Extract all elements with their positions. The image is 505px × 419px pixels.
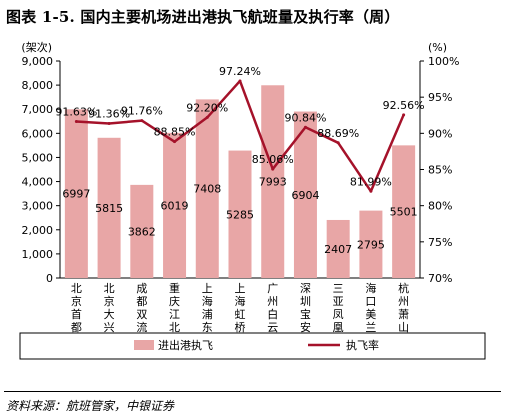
bar bbox=[163, 132, 187, 278]
rate-value-label: 97.24% bbox=[219, 65, 261, 78]
bar-value-label: 2407 bbox=[324, 243, 352, 256]
rate-value-label: 92.56% bbox=[383, 99, 425, 112]
bar bbox=[392, 145, 416, 278]
bar bbox=[130, 184, 154, 278]
x-tick-label: 杭州萧山 bbox=[398, 281, 409, 334]
bar bbox=[293, 111, 317, 278]
right-tick-label: 70% bbox=[428, 272, 452, 285]
rate-value-label: 88.85% bbox=[154, 126, 196, 139]
right-tick-label: 90% bbox=[428, 127, 452, 140]
bar-value-label: 7993 bbox=[259, 176, 287, 189]
left-tick-label: 3,000 bbox=[22, 200, 54, 213]
right-axis-label: (%) bbox=[428, 41, 447, 54]
source-divider bbox=[4, 391, 501, 392]
bar bbox=[97, 137, 121, 278]
rate-point bbox=[336, 141, 340, 145]
bar-value-label: 2795 bbox=[357, 238, 385, 251]
rate-value-label: 81.99% bbox=[350, 175, 392, 188]
rate-value-label: 91.76% bbox=[121, 105, 163, 118]
rate-point bbox=[303, 125, 307, 129]
left-tick-label: 6,000 bbox=[22, 127, 54, 140]
right-tick-label: 75% bbox=[428, 236, 452, 249]
legend-box bbox=[19, 332, 486, 360]
rate-value-label: 92.20% bbox=[186, 101, 228, 114]
legend-line-label: 执飞率 bbox=[346, 338, 379, 352]
rate-value-label: 88.69% bbox=[317, 127, 359, 140]
left-tick-label: 5,000 bbox=[22, 151, 54, 164]
rate-point bbox=[205, 115, 209, 119]
left-tick-label: 2,000 bbox=[22, 224, 54, 237]
left-tick-label: 8,000 bbox=[22, 79, 54, 92]
legend-bar-label: 进出港执飞 bbox=[158, 338, 213, 352]
x-tick-label: 北京首都 bbox=[71, 282, 82, 334]
x-tick-label: 北京大兴 bbox=[104, 282, 115, 334]
x-tick-label: 三亚凤凰 bbox=[333, 282, 344, 334]
bar-value-label: 7408 bbox=[193, 183, 221, 196]
rate-point bbox=[173, 140, 177, 144]
rate-value-label: 91.63% bbox=[55, 106, 97, 119]
bar-value-label: 6997 bbox=[62, 188, 90, 201]
bar bbox=[228, 150, 252, 278]
rate-point bbox=[402, 113, 406, 117]
x-tick-label: 广州白云 bbox=[267, 282, 278, 334]
bar bbox=[261, 85, 285, 278]
left-tick-label: 7,000 bbox=[22, 103, 54, 116]
bar-value-label: 5501 bbox=[390, 206, 418, 219]
bar bbox=[326, 219, 350, 278]
rate-value-label: 90.84% bbox=[284, 111, 326, 124]
x-tick-label: 深圳宝安 bbox=[300, 282, 311, 334]
bar-value-label: 3862 bbox=[128, 225, 156, 238]
right-tick-label: 80% bbox=[428, 200, 452, 213]
rate-point bbox=[271, 167, 275, 171]
left-tick-label: 0 bbox=[46, 272, 53, 285]
bar-value-label: 5815 bbox=[95, 202, 123, 215]
right-tick-label: 95% bbox=[428, 91, 452, 104]
left-tick-label: 4,000 bbox=[22, 176, 54, 189]
rate-point bbox=[74, 120, 78, 124]
right-tick-label: 100% bbox=[428, 55, 459, 68]
bar-value-label: 5285 bbox=[226, 208, 254, 221]
left-tick-label: 9,000 bbox=[22, 55, 54, 68]
x-tick-label: 重庆江北 bbox=[169, 281, 180, 334]
legend-bar-swatch bbox=[134, 340, 154, 350]
bar bbox=[64, 109, 88, 278]
rate-point bbox=[107, 121, 111, 125]
x-tick-label: 上海虹桥 bbox=[235, 282, 246, 334]
bar-value-label: 6019 bbox=[161, 199, 189, 212]
left-axis-label: (架次) bbox=[21, 40, 52, 54]
left-tick-label: 1,000 bbox=[22, 248, 54, 261]
rate-value-label: 91.36% bbox=[88, 107, 130, 120]
rate-point bbox=[238, 79, 242, 83]
bar bbox=[195, 99, 219, 278]
right-tick-label: 85% bbox=[428, 164, 452, 177]
rate-point bbox=[140, 119, 144, 123]
x-tick-label: 海口美兰 bbox=[365, 281, 376, 334]
chart-title: 图表 1-5. 国内主要机场进出港执飞航班量及执行率（周） bbox=[6, 8, 400, 26]
source-note: 资料来源：航班管家，中银证券 bbox=[6, 399, 175, 413]
x-tick-label: 成都双流 bbox=[136, 282, 147, 334]
bar bbox=[359, 210, 383, 278]
bar-value-label: 6904 bbox=[291, 189, 319, 202]
x-tick-label: 上海浦东 bbox=[202, 282, 213, 334]
rate-point bbox=[369, 189, 373, 193]
rate-value-label: 85.06% bbox=[252, 153, 294, 166]
